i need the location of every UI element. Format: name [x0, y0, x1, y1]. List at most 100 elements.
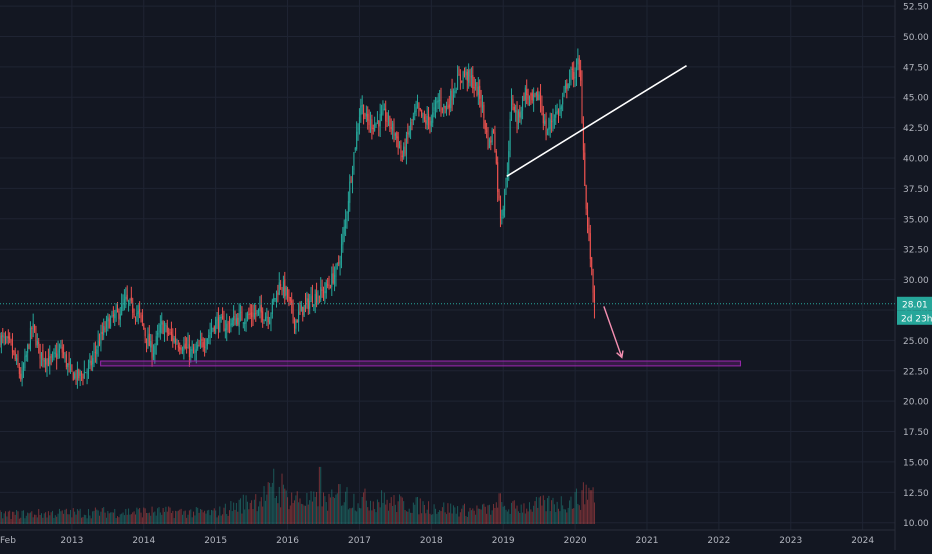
volume-bar: [255, 494, 257, 524]
candle-body: [455, 90, 457, 92]
candle-body: [324, 291, 326, 294]
candle-body: [70, 366, 72, 368]
price-tick-label: 20.00: [903, 398, 929, 408]
candle-body: [486, 130, 488, 132]
candle-body: [190, 349, 192, 357]
volume-bar: [440, 511, 442, 524]
volume-bar: [90, 518, 92, 524]
candle-body: [68, 361, 70, 366]
candle-body: [350, 180, 352, 182]
candle-body: [234, 316, 236, 326]
candle-body: [352, 170, 354, 183]
volume-bar: [168, 506, 170, 524]
volume-bar: [180, 508, 182, 524]
volume-bar: [546, 498, 548, 524]
candle-body: [468, 70, 470, 83]
candle-body: [414, 110, 416, 114]
candle-body: [343, 226, 345, 235]
volume-bar: [13, 511, 15, 524]
candle-body: [570, 70, 572, 78]
candle-body: [545, 118, 547, 136]
candle-body: [369, 119, 371, 124]
volume-bar: [462, 505, 464, 524]
candle-body: [56, 353, 58, 359]
candle-body: [274, 298, 276, 300]
candle-body: [224, 328, 226, 332]
volume-bar: [288, 509, 290, 524]
candle-body: [466, 71, 468, 81]
candle-body: [374, 123, 376, 132]
volume-bar: [94, 507, 96, 524]
volume-bar: [479, 508, 481, 524]
volume-bar: [365, 500, 367, 524]
volume-bar: [347, 509, 349, 524]
volume-bar: [349, 508, 351, 524]
candle-body: [90, 360, 92, 366]
candle-body: [483, 104, 485, 119]
candle-body: [266, 316, 268, 318]
volume-bar: [498, 493, 500, 524]
volume-bar: [538, 497, 540, 524]
candle-body: [32, 323, 34, 328]
candle-body: [452, 94, 454, 101]
volume-bar: [111, 512, 113, 524]
candle-body: [300, 304, 302, 312]
volume-bar: [32, 517, 34, 524]
volume-bar: [320, 466, 322, 524]
candle-body: [361, 105, 363, 107]
volume-bar: [447, 503, 449, 524]
volume-bar: [544, 500, 546, 524]
candle-body: [64, 355, 66, 357]
volume-bar: [381, 490, 383, 524]
candle-body: [184, 343, 186, 349]
volume-bar: [285, 490, 287, 524]
volume-bar: [430, 514, 432, 524]
volume-bar: [443, 502, 445, 524]
candle-body: [74, 373, 76, 379]
candle-body: [523, 95, 525, 101]
candle-body: [533, 94, 535, 102]
volume-bar: [408, 508, 410, 524]
price-tick-label: 40.00: [903, 155, 929, 165]
candle-body: [123, 299, 125, 305]
candle-body: [165, 325, 167, 327]
drawings[interactable]: [100, 64, 741, 367]
candle-body: [256, 310, 258, 314]
candle-body: [403, 146, 405, 158]
volume-bar: [385, 504, 387, 524]
volume-bar: [202, 512, 204, 524]
candle-body: [364, 118, 366, 120]
volume-bar: [217, 515, 219, 524]
volume-bar: [537, 507, 539, 524]
volume-bar: [298, 502, 300, 524]
candle-body: [198, 344, 200, 347]
volume-bar: [316, 492, 318, 524]
volume-bar: [49, 515, 51, 524]
volume-bar: [38, 509, 40, 524]
candle-body: [379, 114, 381, 127]
volume-bar: [105, 517, 107, 524]
candle-body: [571, 68, 573, 71]
candle-body: [215, 319, 217, 333]
candle-body: [195, 349, 197, 353]
volume-bar: [63, 513, 65, 524]
volume-bar: [356, 511, 358, 524]
volume-bar: [466, 516, 468, 524]
volume-bar: [336, 493, 338, 524]
candle-body: [105, 319, 107, 329]
volume-bar: [162, 507, 164, 524]
candle-body: [470, 76, 472, 78]
candle-body: [497, 162, 499, 192]
candle-body: [386, 121, 388, 123]
volume-bar: [372, 501, 374, 524]
candle-body: [567, 83, 569, 89]
volume-bar: [591, 490, 593, 524]
candle-body: [14, 352, 16, 360]
candle-body: [227, 322, 229, 324]
candle-body: [217, 317, 219, 331]
candle-body: [400, 145, 402, 154]
volume-bar: [394, 504, 396, 524]
volume-bar: [501, 502, 503, 524]
